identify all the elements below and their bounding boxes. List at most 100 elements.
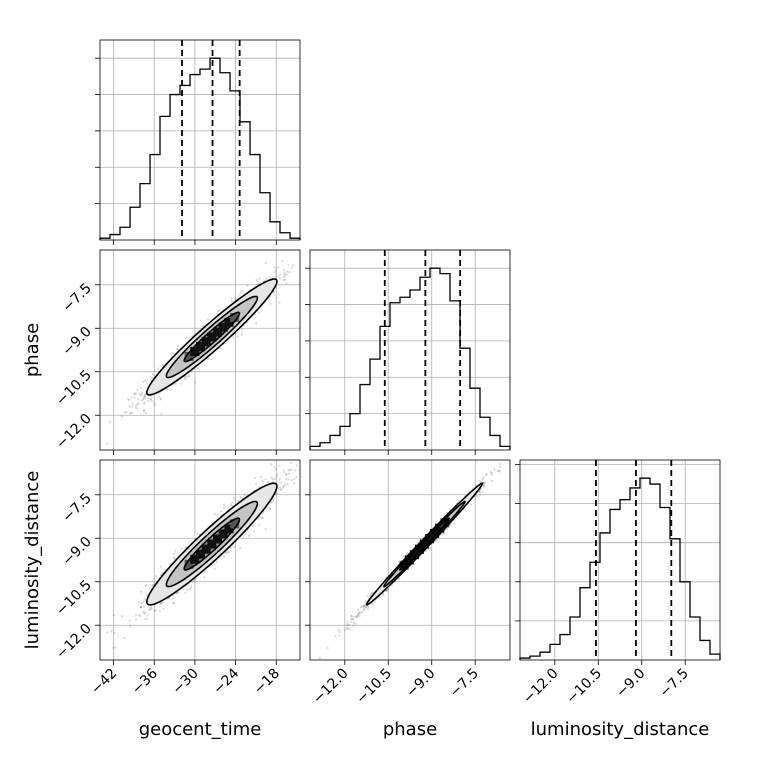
sample-point — [356, 614, 359, 617]
sample-point — [188, 375, 191, 378]
sample-point — [142, 610, 145, 614]
sample-point — [190, 585, 193, 588]
sample-point — [177, 345, 180, 348]
sample-point — [366, 605, 369, 609]
sample-point — [216, 312, 219, 315]
sample-point — [481, 478, 484, 481]
sample-point — [210, 357, 214, 361]
sample-point — [230, 504, 234, 508]
sample-point — [285, 473, 288, 476]
sample-point — [282, 278, 285, 282]
sample-point — [198, 532, 201, 536]
sample-point — [130, 396, 133, 399]
sample-point — [352, 616, 355, 619]
sample-point — [129, 625, 132, 628]
sample-point — [146, 614, 149, 617]
sample-point — [288, 468, 292, 471]
sample-point — [151, 373, 154, 376]
sample-point — [232, 336, 235, 339]
sample-point — [285, 282, 288, 285]
sample-point — [137, 402, 140, 405]
sample-point — [362, 605, 365, 608]
histogram-geocent_time — [95, 39, 301, 245]
sample-point — [337, 628, 340, 632]
sample-point — [225, 551, 228, 554]
contour-mid — [382, 500, 467, 588]
sample-point — [168, 562, 171, 565]
sample-point — [240, 333, 243, 336]
axes-frame — [519, 459, 721, 661]
sample-point — [255, 482, 258, 485]
sample-point — [283, 271, 286, 274]
contour-outer — [365, 482, 484, 606]
sample-point — [142, 600, 145, 603]
sample-point — [364, 600, 367, 603]
sample-point — [184, 591, 187, 595]
sample-point — [334, 635, 337, 638]
sample-point — [406, 552, 409, 555]
axes-frame — [309, 249, 511, 451]
sample-point — [151, 584, 154, 587]
sample-point — [287, 469, 290, 472]
sample-point — [143, 599, 146, 602]
sample-point — [156, 367, 160, 370]
sample-point — [157, 395, 161, 398]
sample-point — [201, 324, 204, 328]
sample-point — [359, 605, 363, 609]
sample-point — [270, 501, 273, 504]
sample-point — [498, 470, 502, 473]
sample-point — [140, 602, 143, 605]
sample-point — [294, 469, 297, 472]
sample-point — [273, 276, 277, 279]
joint-content — [106, 259, 295, 445]
sample-point — [273, 478, 276, 481]
sample-point — [478, 490, 481, 493]
sample-point — [162, 607, 165, 610]
sample-point — [257, 311, 260, 314]
sample-point — [172, 601, 176, 605]
contour-inner — [183, 311, 241, 363]
sample-point — [287, 263, 290, 266]
sample-point — [133, 396, 136, 399]
sample-point — [240, 331, 244, 334]
sample-point — [363, 604, 366, 608]
sample-point — [257, 485, 261, 489]
sample-point — [159, 602, 162, 605]
sample-point — [275, 473, 279, 476]
histogram-step — [519, 477, 721, 660]
sample-point — [397, 560, 400, 564]
sample-point — [136, 403, 140, 406]
sample-point — [290, 468, 294, 472]
sample-point — [260, 516, 263, 520]
density-peak-cell — [224, 524, 234, 534]
sample-point — [231, 502, 234, 505]
sample-point — [106, 631, 109, 634]
sample-point — [440, 533, 443, 536]
sample-point — [189, 587, 192, 590]
sample-point — [364, 606, 367, 609]
sample-point — [132, 393, 135, 396]
sample-point — [142, 398, 145, 401]
sample-point — [274, 268, 277, 271]
sample-point — [482, 484, 485, 487]
sample-point — [128, 405, 132, 408]
joint-content — [318, 462, 502, 659]
sample-point — [371, 602, 374, 605]
sample-point — [386, 589, 389, 593]
sample-point — [151, 376, 154, 379]
sample-point — [355, 615, 359, 618]
sample-point — [490, 472, 493, 475]
sample-point — [271, 480, 274, 483]
sample-point — [398, 577, 401, 580]
sample-point — [482, 481, 486, 484]
sample-point — [255, 322, 258, 325]
sample-point — [278, 477, 282, 481]
density-peak-cell — [184, 351, 194, 361]
sample-point — [144, 396, 147, 399]
sample-point — [443, 532, 446, 535]
sample-point — [131, 405, 134, 408]
sample-point — [478, 491, 481, 494]
sample-point — [138, 615, 142, 618]
sample-point — [366, 607, 369, 610]
